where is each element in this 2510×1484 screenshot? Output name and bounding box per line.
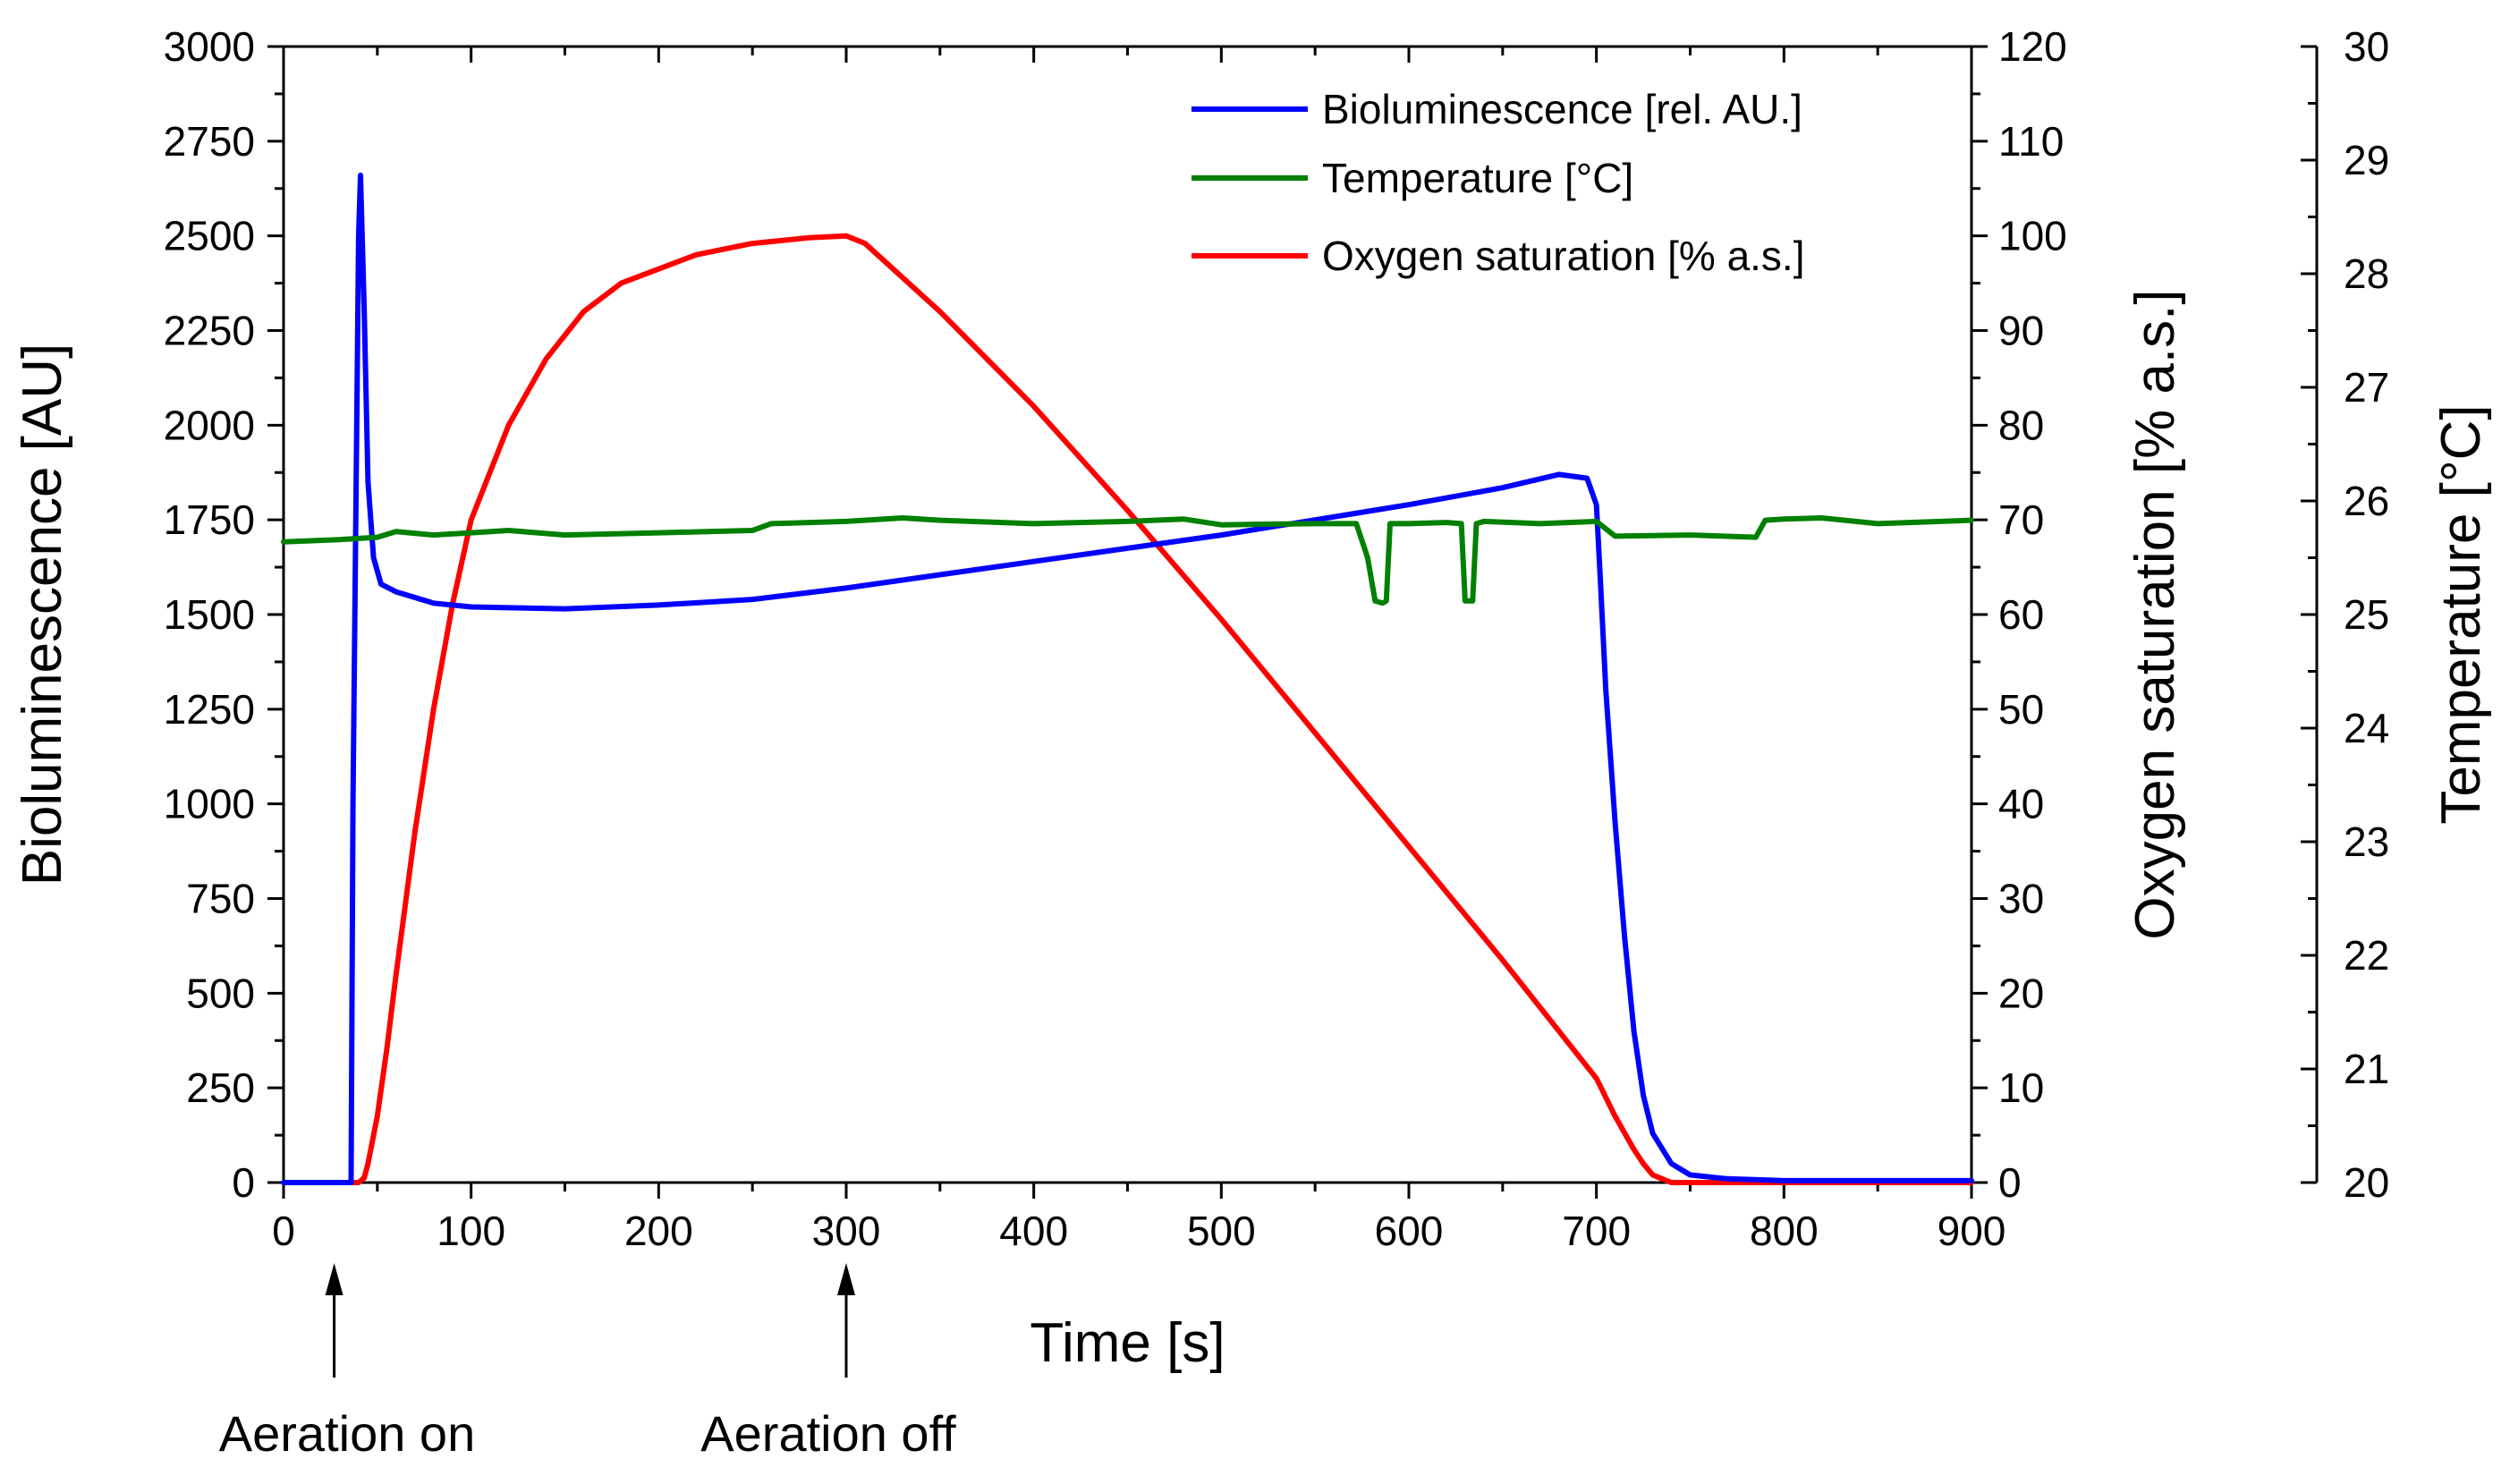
x-tick-label: 500 [1187,1208,1256,1254]
temperature-tick-label: 22 [2344,932,2389,979]
x-tick-label: 100 [437,1208,505,1254]
temperature-tick-label: 20 [2344,1159,2389,1206]
temperature-tick-label: 30 [2344,23,2389,70]
left-tick-label: 2250 [164,308,255,354]
left-tick-label: 500 [186,970,255,1016]
oxygen-tick-label: 100 [1998,213,2067,259]
annotation-label: Aeration off [700,1405,956,1462]
series-layer [281,172,1974,1185]
left-tick-label: 250 [186,1064,255,1111]
oxygen-tick-label: 10 [1998,1064,2044,1111]
x-tick-label: 800 [1750,1208,1819,1254]
left-axis-title: Bioluminescence [AU] [12,343,73,886]
annotation-arrow [837,1263,855,1378]
annotation-arrow [325,1263,343,1378]
oxygen-tick-label: 0 [1998,1159,2022,1206]
temperature-tick-label: 27 [2344,364,2389,411]
legend-label: Temperature [°C] [1322,155,1633,201]
arrow-head [325,1263,343,1295]
left-tick-label: 0 [232,1159,255,1206]
x-tick-label: 700 [1562,1208,1631,1254]
left-tick-label: 1000 [164,781,255,827]
x-tick-label: 600 [1375,1208,1444,1254]
legend: Bioluminescence [rel. AU.] Temperature [°… [1191,86,1805,279]
left-tick-label: 2750 [164,118,255,165]
temperature-axis: 20 21 22 23 24 25 26 27 28 29 30 Temperature [°C] [2301,23,2492,1206]
oxygen-tick-label: 70 [1998,496,2044,543]
oxygen-tick-label: 20 [1998,970,2044,1016]
oxygen-tick-label: 90 [1998,308,2044,354]
series-line-oxygen [281,233,1974,1185]
x-tick-label: 400 [999,1208,1068,1254]
oxygen-tick-label: 60 [1998,591,2044,638]
annotations: Aeration on Aeration off [219,1263,956,1462]
oxygen-axis: 0 10 20 30 40 50 60 70 80 90 100 110 120 Oxygen satur… [1972,23,2186,1206]
x-tick-label: 900 [1938,1208,2006,1254]
annotation-label: Aeration on [219,1405,475,1462]
oxygen-tick-label: 30 [1998,876,2044,922]
arrow-head [837,1263,855,1295]
left-tick-label: 750 [186,876,255,922]
oxygen-tick-label: 50 [1998,686,2044,733]
oxygen-tick-label: 120 [1998,23,2067,70]
left-tick-label: 2000 [164,402,255,448]
left-tick-label: 1250 [164,686,255,733]
x-tick-label: 0 [272,1208,295,1254]
temperature-tick-label: 25 [2344,591,2389,638]
oxygen-axis-title: Oxygen saturation [% a.s.] [2124,289,2186,939]
left-tick-label: 1500 [164,591,255,638]
axes-frame [282,45,1973,1184]
oxygen-tick-label: 80 [1998,402,2044,448]
temperature-tick-label: 21 [2344,1046,2389,1092]
temperature-tick-label: 29 [2344,137,2389,183]
x-axis: 0 100 200 300 400 500 600 700 800 900 Time [s] [272,47,2005,1374]
temperature-tick-label: 26 [2344,478,2389,524]
left-axis: 0 250 500 750 1000 1250 1500 1750 2000 2250 2500 27… [12,23,284,1206]
series-line-bioluminescence [281,172,1974,1185]
temperature-tick-label: 24 [2344,705,2389,751]
temperature-tick-label: 28 [2344,250,2389,297]
oxygen-tick-label: 110 [1998,118,2064,165]
oxygen-tick-label: 40 [1998,781,2044,827]
x-axis-title: Time [s] [1030,1312,1225,1374]
left-tick-label: 1750 [164,496,255,543]
series-line-temperature [281,515,1974,606]
left-tick-label: 2500 [164,213,255,259]
temperature-tick-label: 23 [2344,818,2389,865]
temperature-axis-title: Temperature [°C] [2430,404,2492,824]
legend-label: Bioluminescence [rel. AU.] [1322,86,1802,132]
left-tick-label: 3000 [164,23,255,70]
legend-label: Oxygen saturation [% a.s.] [1322,233,1805,279]
x-tick-label: 300 [812,1208,881,1254]
x-tick-label: 200 [624,1208,693,1254]
